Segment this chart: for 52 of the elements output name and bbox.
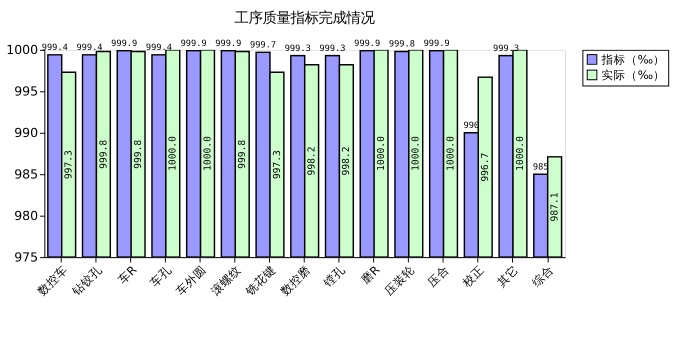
x-tick-label: 镗孔 — [320, 262, 348, 290]
data-label: 999.4 — [76, 43, 103, 53]
data-label: 999.8 — [388, 40, 415, 50]
x-tick-label: 车外圆 — [173, 262, 209, 298]
data-label: 997.3 — [272, 150, 283, 180]
data-label: 999.9 — [215, 38, 242, 49]
data-label: 999.3 — [493, 44, 520, 54]
data-label: 999.3 — [284, 44, 311, 54]
x-tick-label: 钻铰孔 — [68, 262, 105, 299]
y-tick-label: 995 — [14, 84, 38, 99]
x-tick-label: 数控磨 — [278, 262, 313, 298]
legend-label: 指标（‰） — [600, 52, 666, 66]
legend-label: 实际（‰） — [602, 68, 666, 82]
data-label: 997.3 — [64, 150, 75, 180]
x-tick-label: 压合 — [424, 262, 452, 290]
y-tick-label: 980 — [14, 208, 38, 224]
data-label: 999.8 — [237, 140, 248, 169]
data-label: 999.9 — [111, 38, 138, 49]
data-label: 999.9 — [354, 38, 380, 49]
x-tick-label: 数控车 — [34, 262, 70, 298]
y-tick-label: 990 — [14, 125, 38, 140]
x-tick-label: 车孔 — [147, 262, 174, 290]
data-label: 999.4 — [146, 43, 172, 53]
data-label: 1000.0 — [202, 136, 214, 171]
data-label: 999.8 — [98, 140, 110, 169]
x-tick-label: 磨R — [358, 262, 382, 287]
data-label: 999.9 — [180, 38, 207, 49]
data-label: 1000.0 — [514, 136, 526, 171]
y-tick-label: 975 — [14, 249, 38, 264]
data-label: 999.7 — [250, 40, 276, 51]
data-label: 1000.0 — [445, 136, 456, 171]
x-tick-label: 综合 — [529, 262, 556, 290]
x-tick-label: 铣花键 — [242, 262, 278, 299]
x-tick-label: 校正 — [458, 262, 487, 290]
data-label: 1000.0 — [168, 136, 179, 171]
data-label: 999.8 — [132, 140, 144, 169]
chart-title: 工序质量指标完成情况 — [234, 10, 375, 27]
data-label: 999.3 — [319, 44, 346, 54]
data-label: 1000.0 — [376, 136, 387, 171]
x-tick-label: 车R — [115, 262, 140, 287]
y-tick-label: 1000 — [6, 42, 38, 58]
x-tick-label: 压装轮 — [382, 262, 418, 298]
data-label: 999.4 — [42, 43, 68, 53]
data-label: 1000.0 — [410, 136, 422, 171]
data-label: 996.7 — [480, 152, 492, 182]
data-label: 998.2 — [306, 146, 318, 176]
x-tick-label: 滚螺纹 — [208, 262, 244, 298]
x-tick-label: 其它 — [494, 262, 522, 290]
data-label: 998.2 — [341, 146, 352, 176]
data-label: 987.1 — [550, 192, 561, 222]
y-tick-label: 985 — [14, 166, 38, 182]
data-label: 999.9 — [424, 38, 450, 49]
